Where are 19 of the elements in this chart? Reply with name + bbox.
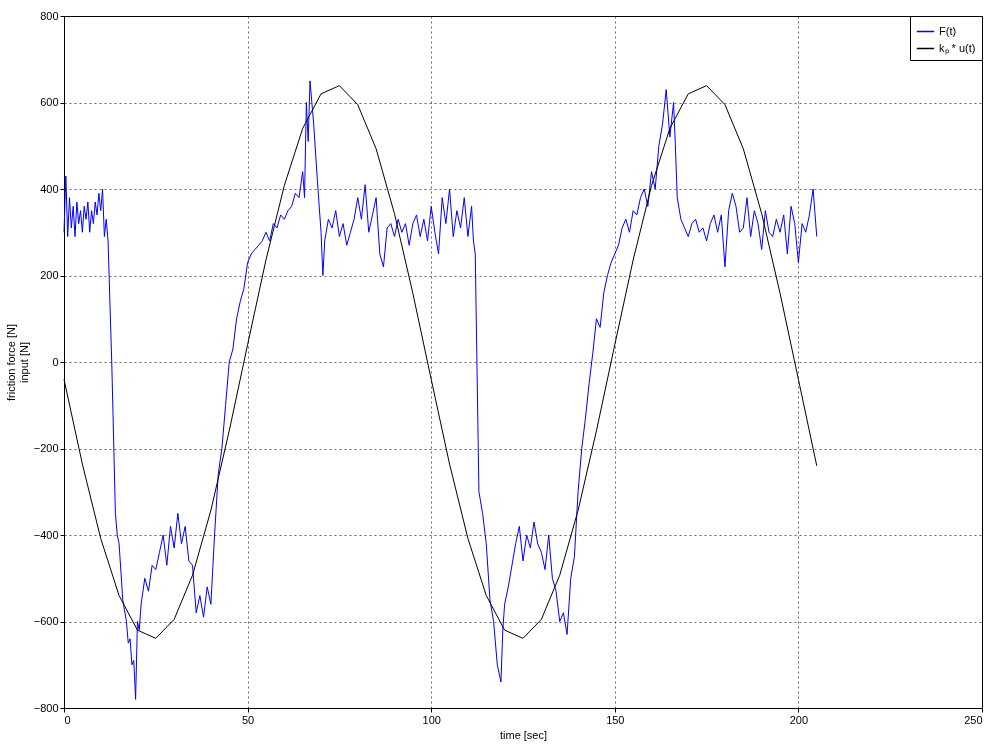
x-tick-label: 100 <box>422 713 441 726</box>
x-tick-label: 50 <box>241 713 255 726</box>
y-tick-label: 0 <box>52 355 59 368</box>
x-tick-label: 200 <box>789 713 809 726</box>
y-tick-label: −800 <box>33 701 59 714</box>
legend-label: F(t) <box>939 24 957 37</box>
x-tick-label: 0 <box>64 713 71 726</box>
y-tick-label: 800 <box>40 9 59 22</box>
y-tick-label: 600 <box>40 96 59 108</box>
y-tick-label: 400 <box>40 182 59 195</box>
y-tick-label: −600 <box>33 615 59 627</box>
x-tick-label: 150 <box>606 713 625 726</box>
y-tick-label: 200 <box>40 269 59 281</box>
y-tick-label: −200 <box>33 442 59 454</box>
x-tick-label: 250 <box>964 713 983 726</box>
x-axis-title: time [sec] <box>499 728 548 741</box>
legend-label: kₚ * u(t) <box>939 41 976 55</box>
y-axis-title: friction force [N] input [N] <box>4 323 30 402</box>
y-tick-label: −400 <box>33 528 59 541</box>
